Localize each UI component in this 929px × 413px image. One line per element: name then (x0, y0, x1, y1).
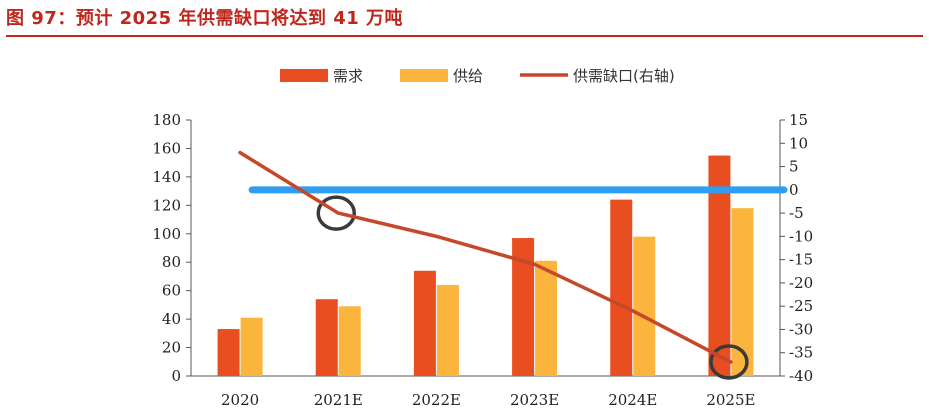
left-tick-label: 40 (162, 310, 181, 328)
left-tick-label: 100 (152, 225, 181, 243)
left-tick-label: 60 (162, 282, 181, 300)
gap-point (533, 262, 537, 266)
supply-bar (338, 306, 361, 376)
gap-point (631, 309, 635, 313)
right-tick-label: -5 (789, 204, 804, 222)
left-tick-label: 140 (152, 168, 181, 186)
supply-bar (731, 208, 754, 376)
chart-bars (217, 155, 754, 376)
figure-title: 图 97：预计 2025 年供需缺口将达到 41 万吨 (6, 8, 404, 29)
left-tick-label: 80 (162, 253, 181, 271)
legend-label: 需求 (333, 67, 363, 85)
right-tick-label: -40 (789, 367, 813, 385)
right-tick-label: 0 (789, 181, 799, 199)
x-tick-label: 2025E (706, 391, 755, 409)
gap-point (336, 211, 340, 215)
supply-bar (633, 236, 656, 376)
left-tick-label: 180 (152, 111, 181, 129)
legend-label: 供需缺口(右轴) (573, 67, 675, 85)
right-tick-label: -35 (789, 344, 813, 362)
highlight-circle (316, 195, 356, 231)
legend-label: 供给 (453, 67, 483, 85)
supply-bar (436, 284, 459, 376)
x-tick-label: 2020 (221, 391, 259, 409)
gap-line-series (238, 150, 733, 364)
left-tick-label: 160 (152, 139, 181, 157)
right-tick-label: 5 (789, 158, 799, 176)
x-tick-label: 2021E (314, 391, 363, 409)
gap-point (238, 151, 242, 155)
demand-bar (708, 155, 731, 376)
right-tick-label: 15 (789, 111, 808, 129)
highlight-circle (709, 344, 749, 380)
demand-bar (217, 329, 240, 376)
demand-bar (315, 299, 338, 376)
right-tick-label: -30 (789, 320, 813, 338)
right-tick-label: -15 (789, 251, 813, 269)
chart-legend: 需求 供给 供需缺口(右轴) (280, 67, 675, 85)
x-tick-label: 2023E (510, 391, 559, 409)
chart-line (238, 150, 733, 364)
left-tick-label: 120 (152, 196, 181, 214)
x-tick-label: 2024E (608, 391, 657, 409)
chart-annotations (248, 186, 788, 380)
right-tick-label: -10 (789, 227, 813, 245)
gap-point (729, 360, 733, 364)
left-tick-label: 20 (162, 339, 181, 357)
demand-bar (610, 199, 633, 376)
chart-axes: 020406080100120140160180-40-35-30-25-20-… (152, 111, 813, 409)
title-divider (6, 35, 923, 37)
supply-bar (535, 260, 558, 376)
right-tick-label: 10 (789, 134, 808, 152)
legend-swatch (400, 69, 448, 82)
x-tick-label: 2022E (412, 391, 461, 409)
demand-bar (512, 238, 535, 376)
left-tick-label: 0 (171, 367, 181, 385)
right-tick-label: -25 (789, 297, 813, 315)
demand-bar (413, 270, 436, 376)
supply-bar (240, 317, 263, 376)
gap-point (434, 234, 438, 238)
legend-swatch (280, 69, 328, 82)
right-tick-label: -20 (789, 274, 813, 292)
